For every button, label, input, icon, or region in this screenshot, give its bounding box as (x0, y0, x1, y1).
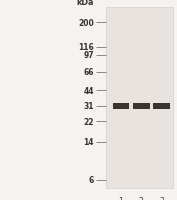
Text: 97: 97 (83, 51, 94, 60)
Text: 200: 200 (78, 19, 94, 28)
Text: 2: 2 (139, 196, 144, 200)
Text: 44: 44 (83, 86, 94, 95)
Text: kDa: kDa (76, 0, 94, 6)
Text: 14: 14 (83, 137, 94, 146)
Text: 66: 66 (83, 68, 94, 77)
Bar (113, 104, 129, 109)
FancyBboxPatch shape (106, 8, 173, 188)
Bar (133, 104, 150, 109)
Text: 31: 31 (83, 102, 94, 111)
Text: 116: 116 (78, 43, 94, 52)
Text: 22: 22 (83, 117, 94, 126)
Text: 3: 3 (159, 196, 164, 200)
Text: 1: 1 (119, 196, 123, 200)
Text: 6: 6 (88, 175, 94, 184)
Bar (153, 104, 170, 109)
